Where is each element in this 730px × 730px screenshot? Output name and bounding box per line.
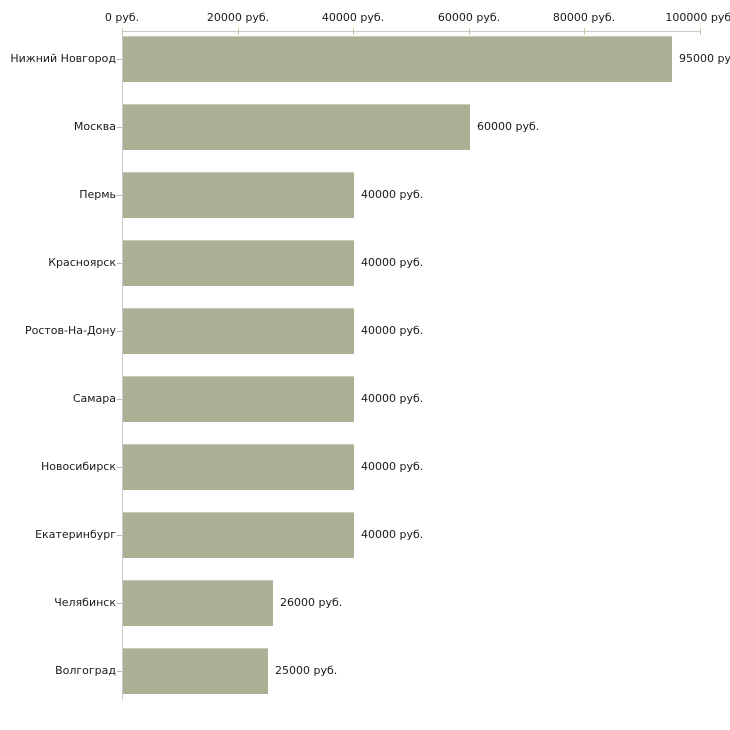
- value-label: 95000 руб.: [679, 52, 730, 65]
- x-axis-tick: [469, 28, 470, 35]
- value-label: 25000 руб.: [275, 664, 338, 677]
- category-label: Ростов-На-Дону: [24, 324, 116, 337]
- bar: [123, 512, 354, 558]
- x-axis-tick-label: 80000 руб.: [552, 11, 616, 24]
- x-axis-tick-label: 0 руб.: [104, 11, 140, 24]
- x-axis-tick: [700, 28, 701, 35]
- bar: [123, 240, 354, 286]
- value-label: 60000 руб.: [477, 120, 540, 133]
- x-axis-tick-label: 100000 руб.: [665, 11, 730, 24]
- x-axis-tick: [584, 28, 585, 35]
- value-label: 40000 руб.: [361, 324, 424, 337]
- x-axis-tick: [122, 28, 123, 35]
- category-tick: [117, 603, 122, 604]
- bar: [123, 308, 354, 354]
- bar: [123, 444, 354, 490]
- value-label: 40000 руб.: [361, 460, 424, 473]
- category-tick: [117, 331, 122, 332]
- category-tick: [117, 127, 122, 128]
- x-axis-tick: [353, 28, 354, 35]
- x-axis-tick: [238, 28, 239, 35]
- category-label: Волгоград: [55, 664, 116, 677]
- category-label: Пермь: [79, 188, 116, 201]
- category-label: Екатеринбург: [35, 528, 116, 541]
- value-label: 40000 руб.: [361, 392, 424, 405]
- category-label: Красноярск: [48, 256, 116, 269]
- x-axis-tick-label: 20000 руб.: [206, 11, 270, 24]
- bar: [123, 172, 354, 218]
- bar: [123, 648, 268, 694]
- bar: [123, 36, 672, 82]
- category-tick: [117, 59, 122, 60]
- category-tick: [117, 535, 122, 536]
- category-label: Новосибирск: [40, 460, 116, 473]
- value-label: 40000 руб.: [361, 256, 424, 269]
- category-tick: [117, 399, 122, 400]
- category-tick: [117, 195, 122, 196]
- category-label: Нижний Новгород: [10, 52, 116, 65]
- value-label: 26000 руб.: [280, 596, 343, 609]
- category-label: Самара: [72, 392, 116, 405]
- category-tick: [117, 263, 122, 264]
- value-label: 40000 руб.: [361, 188, 424, 201]
- bar: [123, 376, 354, 422]
- y-axis-line: [122, 31, 123, 700]
- category-label: Москва: [73, 120, 116, 133]
- bar: [123, 580, 273, 626]
- x-axis-tick-label: 60000 руб.: [437, 11, 501, 24]
- bar: [123, 104, 470, 150]
- x-axis-line: [122, 31, 701, 32]
- category-tick: [117, 467, 122, 468]
- value-label: 40000 руб.: [361, 528, 424, 541]
- x-axis-tick-label: 40000 руб.: [321, 11, 385, 24]
- category-label: Челябинск: [54, 596, 116, 609]
- category-tick: [117, 671, 122, 672]
